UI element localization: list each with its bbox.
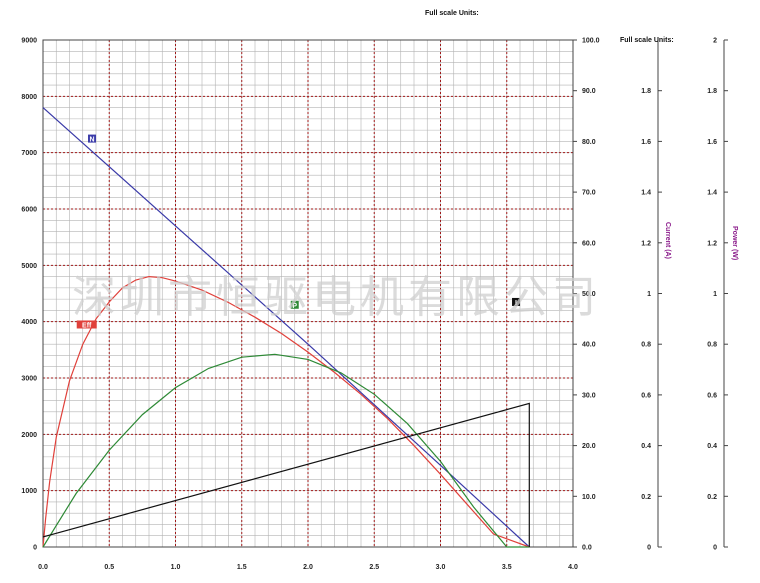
- x-tick-label: 4.0: [568, 564, 578, 571]
- right-axis-3-tick-label: 1.4: [707, 190, 717, 197]
- right-axis-2-tick-label: 0.8: [641, 342, 651, 349]
- right-axis-1-tick-label: 40.0: [582, 342, 596, 349]
- series-marker-label-eff: Eff: [82, 322, 92, 329]
- x-tick-label: 2.0: [303, 564, 313, 571]
- right-axis-1-tick-label: 10.0: [582, 494, 596, 501]
- right-axis-3-tick-label: 0: [713, 545, 717, 552]
- series-marker-label-p: P: [292, 303, 297, 310]
- right-axis-1-tick-label: 30.0: [582, 392, 596, 399]
- right-axis-2-tick-label: 1.2: [641, 240, 651, 247]
- right-axis-3-tick-label: 0.4: [707, 443, 717, 450]
- left-tick-label: 7000: [21, 150, 37, 157]
- current-axis-label: Current (A): [664, 222, 671, 259]
- x-tick-label: 0.0: [38, 564, 48, 571]
- right-axis-2-tick-label: 0.4: [641, 443, 651, 450]
- left-tick-label: 2000: [21, 432, 37, 439]
- left-tick-label: 3000: [21, 376, 37, 383]
- right-axis-3-tick-label: 1.6: [707, 139, 717, 146]
- left-tick-label: 0: [33, 545, 37, 552]
- right-axis-1-tick-label: 70.0: [582, 190, 596, 197]
- top-header: Full scale Units:: [425, 10, 479, 17]
- right-axis-2-tick-label: 1.6: [641, 139, 651, 146]
- series-marker-eff: [76, 320, 97, 329]
- right-axis-2-tick-label: 0.2: [641, 494, 651, 501]
- right-axis-2-tick-label: 1: [647, 291, 651, 298]
- right-axis-2-tick-label: 0.6: [641, 392, 651, 399]
- left-tick-label: 1000: [21, 488, 37, 495]
- right-axis-3-tick-label: 0.2: [707, 494, 717, 501]
- right-axis-2-tick-label: 0: [647, 545, 651, 552]
- right-axis-1-tick-label: 50.0: [582, 291, 596, 298]
- x-tick-label: 1.5: [237, 564, 247, 571]
- right-axis-3-tick-label: 0.8: [707, 342, 717, 349]
- right-axis-3-tick-label: 1.2: [707, 240, 717, 247]
- right-axis-1-tick-label: 80.0: [582, 139, 596, 146]
- right-axis-2-tick-label: 1.4: [641, 190, 651, 197]
- series-group: N Eff P I: [42, 107, 530, 548]
- grid: [42, 39, 574, 548]
- right-axis-1-tick-label: 0.0: [582, 545, 592, 552]
- watermark-text: 深圳市恒驱电机有限公司: [72, 272, 600, 323]
- x-tick-label: 2.5: [369, 564, 379, 571]
- power-axis-label: Power (W): [731, 226, 738, 260]
- series-marker-p: [290, 300, 299, 309]
- right-axis-3-tick-label: 0.6: [707, 392, 717, 399]
- right-axis-1-tick-label: 90.0: [582, 88, 596, 95]
- axes: [42, 39, 728, 548]
- right-axis-3-tick-label: 1.8: [707, 88, 717, 95]
- x-tick-label: 0.5: [104, 564, 114, 571]
- series-line-p: [42, 353, 530, 548]
- right-axis-1-tick-label: 20.0: [582, 443, 596, 450]
- right-axes-header: Full scale Units:: [620, 37, 674, 44]
- x-tick-label: 3.5: [502, 564, 512, 571]
- x-tick-label: 3.0: [436, 564, 446, 571]
- right-axis-2-tick-label: 1.8: [641, 88, 651, 95]
- series-marker-i: [512, 297, 521, 306]
- series-line-n: [42, 107, 530, 548]
- right-axis-1-tick-label: 100.0: [582, 38, 600, 45]
- series-line-i: [42, 402, 530, 547]
- right-axis-3-tick-label: 2: [713, 38, 717, 45]
- series-marker-n: [88, 134, 97, 143]
- left-tick-label: 9000: [21, 38, 37, 45]
- right-axis-1-tick-label: 60.0: [582, 240, 596, 247]
- left-tick-label: 8000: [21, 94, 37, 101]
- x-tick-label: 1.0: [171, 564, 181, 571]
- series-marker-label-n: N: [89, 137, 94, 144]
- series-marker-label-i: I: [515, 300, 517, 307]
- left-tick-label: 6000: [21, 207, 37, 214]
- left-tick-label: 4000: [21, 319, 37, 326]
- series-line-eff: [42, 275, 530, 548]
- tick-labels: 0 1000 2000 3000 4000 5000 6000 7000 8000 9000 0.0…: [21, 38, 717, 572]
- left-tick-label: 5000: [21, 263, 37, 270]
- right-axis-3-tick-label: 1: [713, 291, 717, 298]
